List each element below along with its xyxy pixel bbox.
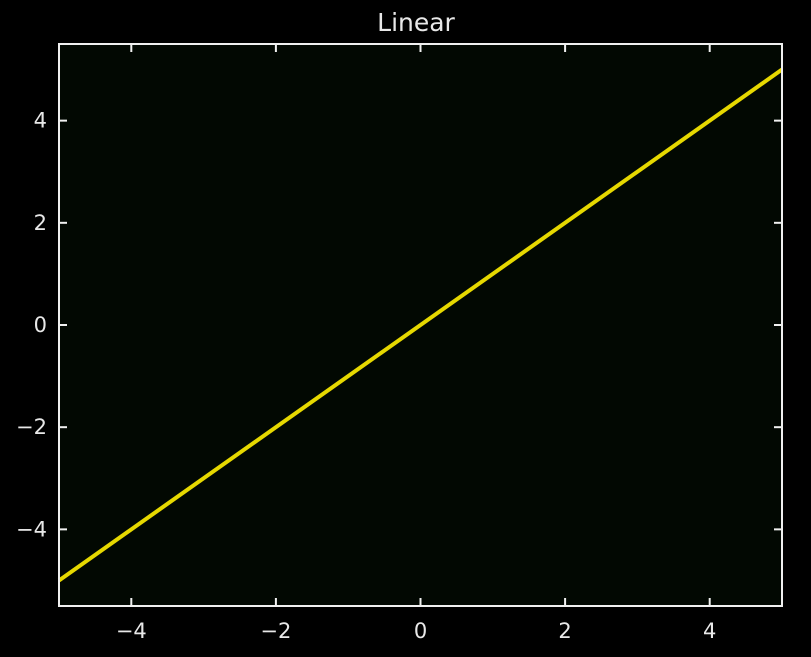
y-tick-label: −4 — [16, 517, 47, 541]
x-tick-label: 2 — [558, 619, 571, 643]
series-layer — [57, 67, 784, 583]
series-line — [57, 67, 784, 583]
y-tick-label: 0 — [34, 313, 47, 337]
x-tick-label: 4 — [703, 619, 716, 643]
y-tick-label: −2 — [16, 415, 47, 439]
x-axis: −4 −2 0 2 4 — [116, 44, 716, 643]
y-tick-label: 2 — [34, 211, 47, 235]
x-tick-label: −4 — [116, 619, 147, 643]
chart-title: Linear — [377, 8, 455, 37]
x-tick-label: −2 — [260, 619, 291, 643]
y-axis: −4 −2 0 2 4 — [16, 109, 782, 541]
x-tick-label: 0 — [414, 619, 427, 643]
y-tick-label: 4 — [34, 109, 47, 133]
plot-frame — [58, 43, 783, 607]
